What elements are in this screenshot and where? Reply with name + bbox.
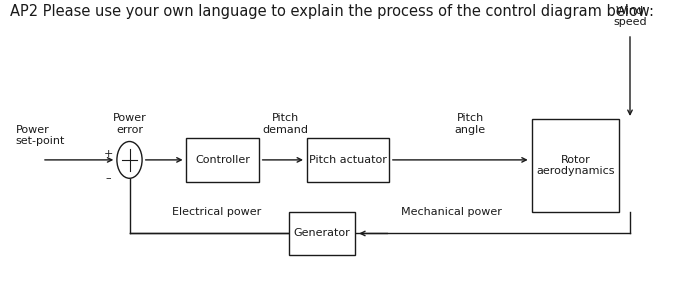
Text: Rotor
aerodynamics: Rotor aerodynamics bbox=[536, 155, 615, 176]
Text: Pitch
demand: Pitch demand bbox=[262, 113, 309, 135]
Text: Power
error: Power error bbox=[113, 113, 146, 135]
Text: Mechanical power: Mechanical power bbox=[401, 207, 502, 216]
Bar bbox=[186, 138, 260, 182]
Text: –: – bbox=[106, 173, 111, 183]
Text: +: + bbox=[104, 149, 113, 159]
Text: Pitch actuator: Pitch actuator bbox=[309, 155, 387, 165]
Text: AP2 Please use your own language to explain the process of the control diagram b: AP2 Please use your own language to expl… bbox=[10, 4, 654, 19]
Text: Wind
speed: Wind speed bbox=[613, 6, 647, 27]
Bar bbox=[307, 138, 389, 182]
Text: Generator: Generator bbox=[293, 228, 351, 239]
Bar bbox=[288, 212, 355, 255]
Bar bbox=[532, 119, 619, 212]
Text: Electrical power: Electrical power bbox=[172, 207, 262, 216]
Ellipse shape bbox=[117, 142, 142, 178]
Text: Controller: Controller bbox=[195, 155, 250, 165]
Text: Pitch
angle: Pitch angle bbox=[455, 113, 486, 135]
Text: Power
set-point: Power set-point bbox=[15, 125, 65, 146]
